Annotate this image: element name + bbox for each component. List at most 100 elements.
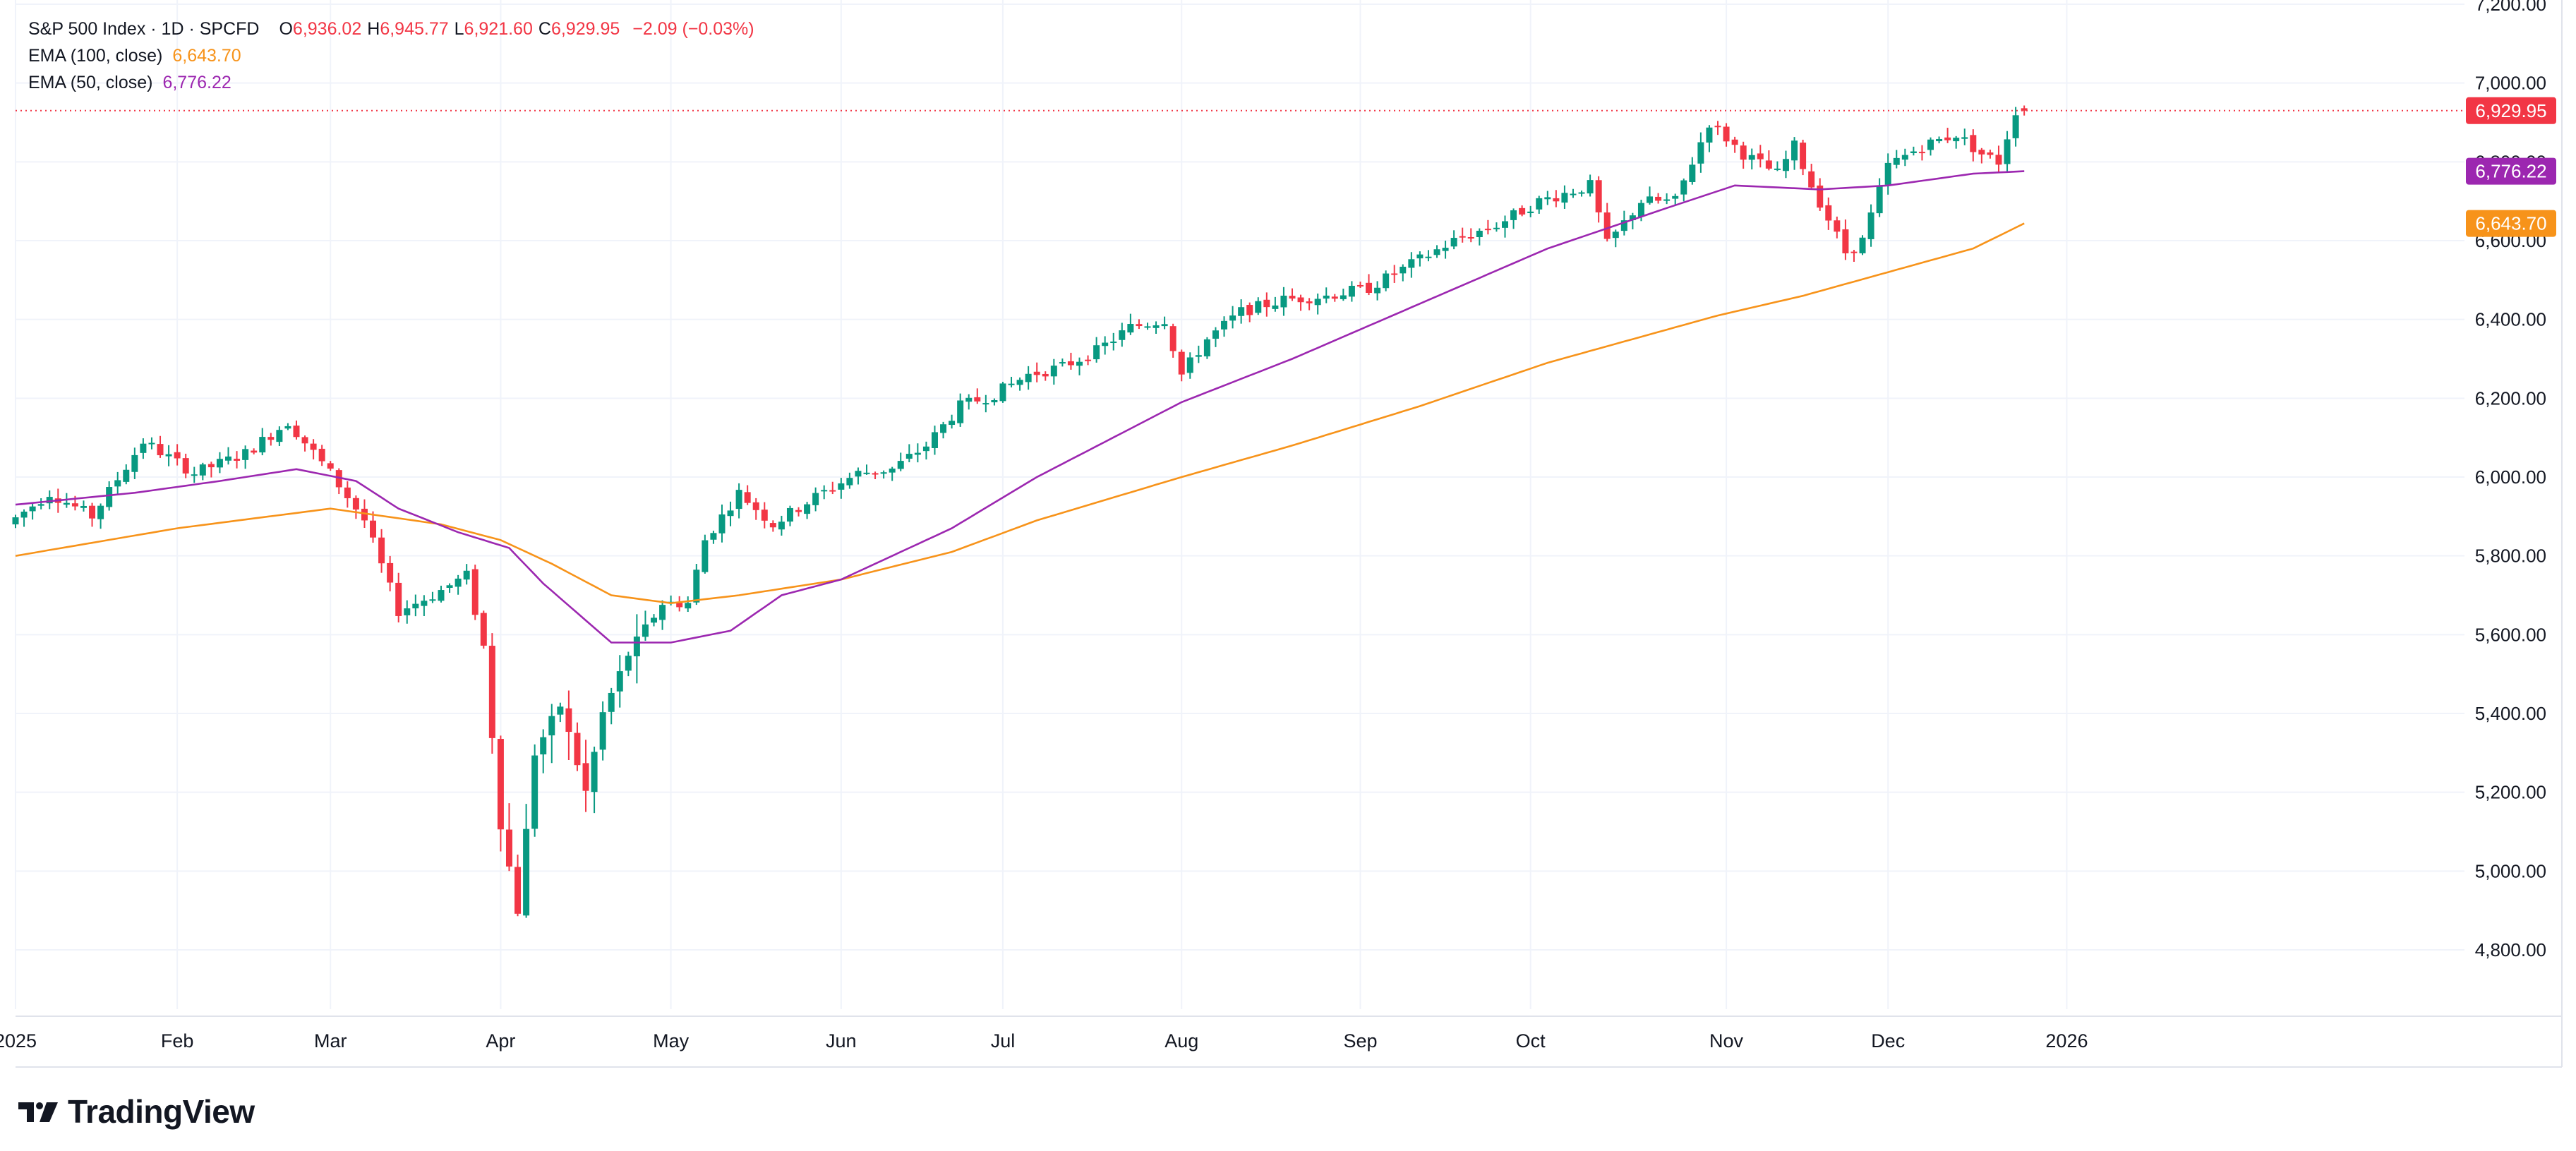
candle-body xyxy=(846,478,853,486)
candle xyxy=(1323,287,1330,303)
candle xyxy=(1476,228,1483,246)
candle-body xyxy=(1629,215,1636,221)
candle-body xyxy=(234,459,241,461)
candle xyxy=(497,735,504,852)
candle xyxy=(1834,216,1841,239)
candle-body xyxy=(352,498,359,510)
candle xyxy=(778,515,785,536)
candle-body xyxy=(1527,211,1534,214)
candle xyxy=(1442,240,1449,259)
candle-body xyxy=(1893,157,1900,165)
candle xyxy=(718,504,726,543)
candle-body xyxy=(12,517,19,525)
candle-body xyxy=(1536,198,1543,210)
candle-body xyxy=(531,755,538,829)
chart-legend: S&P 500 Index · 1D · SPCFD O 6,936.02 H 6,… xyxy=(28,16,754,96)
candle-body xyxy=(1425,256,1432,258)
x-tick-label: Feb xyxy=(161,1030,194,1051)
candle-body xyxy=(982,403,989,405)
candle-body xyxy=(795,510,802,512)
candle xyxy=(1203,337,1210,359)
candle-body xyxy=(1467,237,1474,239)
candle-body xyxy=(633,637,640,657)
candle xyxy=(922,441,929,460)
candle xyxy=(1527,205,1534,217)
candle xyxy=(523,804,530,918)
symbol-label[interactable]: S&P 500 Index · 1D · SPCFD xyxy=(28,19,260,39)
candle xyxy=(744,485,751,505)
x-tick-label: Oct xyxy=(1516,1030,1546,1051)
candle xyxy=(1450,230,1457,250)
candle xyxy=(1647,186,1654,205)
candle xyxy=(29,502,36,520)
candle-body xyxy=(378,537,385,564)
candle xyxy=(404,600,411,624)
candle xyxy=(574,722,581,771)
candle-body xyxy=(1161,324,1168,327)
candle-body xyxy=(761,510,768,521)
candle xyxy=(80,500,87,512)
candle-body xyxy=(702,540,709,572)
candle-body xyxy=(540,737,547,754)
candle xyxy=(1025,366,1032,390)
candle xyxy=(1825,197,1832,230)
ema50-row[interactable]: EMA (50, close) 6,776.22 xyxy=(28,69,754,96)
candle xyxy=(2004,131,2011,171)
candle-body xyxy=(1723,126,1730,142)
candle-body xyxy=(838,483,845,490)
candle xyxy=(949,414,956,429)
candle-body xyxy=(1356,284,1364,287)
candle-body xyxy=(225,456,231,461)
candle-body xyxy=(80,505,87,508)
candle-body xyxy=(1884,162,1891,185)
candle-body xyxy=(335,470,342,488)
candle-body xyxy=(165,454,172,457)
y-tick-label: 7,000.00 xyxy=(2475,73,2546,94)
candle xyxy=(1366,274,1373,296)
candle-body xyxy=(1476,230,1483,238)
y-tick-label: 6,200.00 xyxy=(2475,387,2546,409)
candle-body xyxy=(207,464,215,468)
candle-body xyxy=(1714,126,1721,128)
candle-body xyxy=(1238,307,1245,316)
candle-body xyxy=(20,512,28,518)
candle-body xyxy=(63,502,70,505)
candle-body xyxy=(327,463,334,469)
candle xyxy=(710,530,717,544)
candle-body xyxy=(1050,366,1057,377)
ema100-row[interactable]: EMA (100, close) 6,643.70 xyxy=(28,42,754,69)
candle xyxy=(931,426,938,455)
candle-body xyxy=(1229,315,1236,321)
candle xyxy=(480,610,487,649)
x-tick-label: Sep xyxy=(1343,1030,1377,1051)
high-key: H xyxy=(367,19,380,39)
candle-body xyxy=(1697,142,1704,164)
candle-body xyxy=(114,480,121,487)
candle xyxy=(1680,178,1687,202)
candle xyxy=(1493,222,1500,232)
candle-body xyxy=(1408,259,1415,268)
candle-body xyxy=(744,492,751,503)
candle-body xyxy=(1306,301,1313,303)
candle-body xyxy=(505,829,512,867)
candle xyxy=(438,585,445,603)
candle xyxy=(395,572,402,622)
candle xyxy=(182,453,189,478)
candle-body xyxy=(1647,196,1654,203)
candle-body xyxy=(2004,139,2011,164)
axes: 4,800.00 5,000.00 5,200.00 5,400.00 5,600.00… xyxy=(0,0,2563,1068)
candle-body xyxy=(1672,195,1679,199)
candle xyxy=(1587,174,1594,197)
candle xyxy=(157,435,164,458)
candle-body xyxy=(29,506,36,512)
candle xyxy=(974,388,981,404)
candle xyxy=(982,394,989,413)
candle xyxy=(1229,306,1236,329)
candle xyxy=(148,437,155,450)
candle xyxy=(659,600,666,630)
candle xyxy=(378,529,385,573)
tradingview-logo[interactable]: TradingView xyxy=(18,1092,255,1131)
candle xyxy=(1603,203,1611,242)
candle xyxy=(344,481,351,508)
